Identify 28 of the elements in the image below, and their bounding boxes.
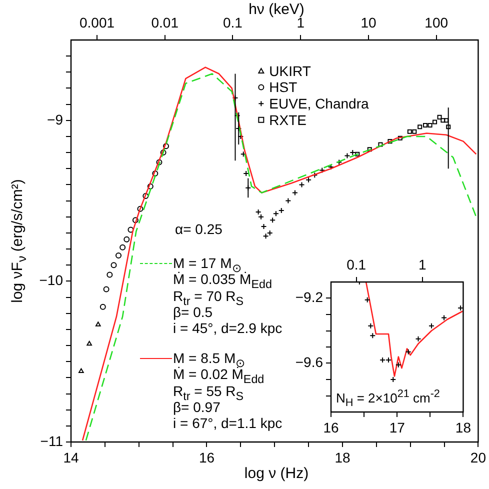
legend-label: EUVE, Chandra bbox=[269, 95, 369, 112]
y-tick-label: −9 bbox=[47, 111, 64, 128]
annotation: i = 67°, d=1.1 kpc bbox=[173, 415, 282, 431]
x-tick-label: 18 bbox=[455, 419, 472, 436]
x2-tick-label: 100 bbox=[424, 14, 448, 30]
legend-label: HST bbox=[269, 79, 298, 96]
x2-tick-label: 0.1 bbox=[222, 14, 243, 30]
x-tick-label: 17 bbox=[389, 419, 406, 436]
x-tick-label: 16 bbox=[323, 419, 339, 436]
y-tick-label: −10 bbox=[39, 272, 64, 288]
x2-tick-label: 0.001 bbox=[79, 14, 115, 30]
annotation: α= 0.25 bbox=[175, 221, 222, 237]
annotation: i = 45°, d=2.9 kpc bbox=[173, 320, 282, 336]
x-tick-label: 16 bbox=[198, 449, 215, 466]
x2-tick-label: 0.1 bbox=[346, 256, 366, 272]
x2-tick-label: 1 bbox=[418, 256, 427, 272]
x2-tick-label: 0.01 bbox=[151, 14, 179, 30]
x-axis-title: log ν (Hz) bbox=[243, 465, 310, 482]
x-tick-label: 20 bbox=[470, 449, 486, 466]
legend-label: UKIRT bbox=[269, 62, 312, 79]
x-tick-label: 14 bbox=[63, 449, 79, 466]
y-tick-label: −11 bbox=[40, 432, 64, 449]
y-tick-label: −9.2 bbox=[295, 289, 324, 306]
x-tick-label: 18 bbox=[334, 449, 350, 466]
x2-tick-label: 10 bbox=[360, 14, 376, 30]
legend-label: RXTE bbox=[269, 112, 307, 128]
y-tick-label: −9.6 bbox=[295, 354, 324, 370]
annotation: N$_{H}$ = 2×10$^{21}$ cm$^{-2}$ bbox=[336, 387, 440, 411]
